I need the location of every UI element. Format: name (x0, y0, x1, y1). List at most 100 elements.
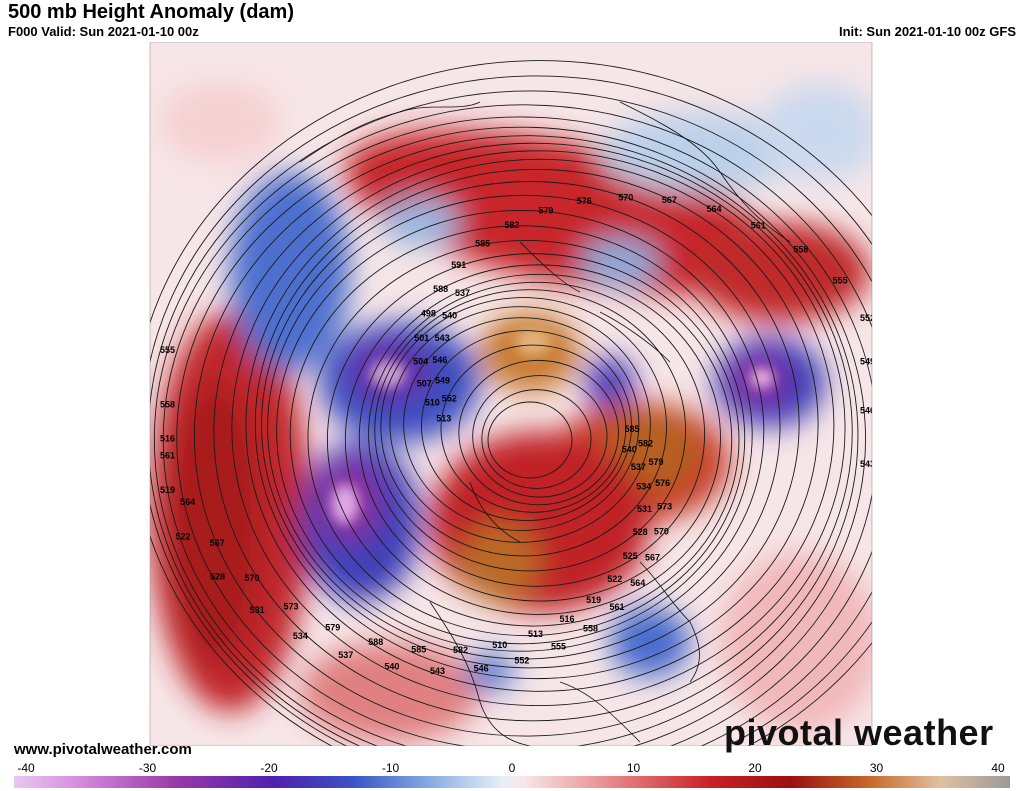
colorbar-tick-label: -20 (260, 761, 278, 775)
contour-label: 546 (860, 406, 875, 416)
height-contour (150, 90, 872, 746)
map-frame (149, 42, 873, 746)
colorbar-tick-label: 40 (991, 761, 1005, 775)
contour-label: 579 (325, 623, 340, 633)
contour-label: 564 (180, 497, 195, 507)
height-contour (487, 401, 573, 479)
contour-label: 582 (638, 439, 653, 449)
colorbar-tick-label: 10 (627, 761, 641, 775)
contour-label: 555 (551, 642, 566, 652)
contour-label: 579 (648, 457, 663, 467)
contour-label: 567 (210, 538, 225, 548)
height-contour (472, 375, 608, 498)
contour-label: 546 (432, 355, 447, 365)
height-contours (150, 60, 872, 746)
height-contour (358, 273, 721, 602)
contour-label: 561 (160, 451, 175, 461)
contour-label: 522 (607, 574, 622, 584)
contour-label: 573 (283, 601, 298, 611)
contour-label: 543 (860, 459, 875, 469)
contour-label: 546 (474, 664, 489, 674)
contour-label: 537 (455, 288, 470, 298)
contour-label: 513 (528, 629, 543, 639)
coastlines (299, 101, 791, 746)
colorbar-tick-label: -30 (139, 761, 157, 775)
contour-label: 591 (451, 260, 466, 270)
map-title: 500 mb Height Anomaly (dam) (8, 1, 294, 23)
contour-label: 543 (435, 333, 450, 343)
contour-label: 573 (657, 502, 672, 512)
contour-label: 531 (250, 605, 265, 615)
height-contour (261, 181, 800, 669)
contour-label: 588 (368, 637, 383, 647)
anomaly-map: 585 582 579 576 573 570 567 564 561 558 555 552 546 5… (0, 42, 1024, 746)
contour-label: 549 (860, 357, 875, 367)
contour-label: 507 (417, 378, 432, 388)
height-contour (481, 389, 592, 489)
height-contour (344, 264, 733, 615)
height-contour (213, 142, 853, 722)
contour-label: 537 (631, 462, 646, 472)
contour-label: 567 (662, 195, 677, 205)
colorbar-tick-label: 30 (870, 761, 884, 775)
contour-label: 510 (492, 640, 507, 650)
contour-label: 513 (436, 414, 451, 424)
height-contour (326, 253, 740, 627)
contour-label: 570 (244, 573, 259, 583)
brand-left: pivotal (724, 712, 844, 753)
contour-label: 582 (504, 220, 519, 230)
colorbar-tick-label: -10 (382, 761, 400, 775)
brand-logo: pivotal weather (724, 712, 994, 754)
height-contour (154, 104, 872, 746)
height-contour (289, 225, 753, 645)
contour-label: 501 (414, 333, 429, 343)
contour-label: 564 (630, 578, 645, 588)
height-contour (176, 126, 866, 746)
contour-label: 570 (654, 527, 669, 537)
contour-label: 534 (636, 482, 651, 492)
contour-label: 585 (411, 644, 426, 654)
contour-label: 552 (514, 655, 529, 665)
contour-label: 579 (538, 206, 553, 216)
height-contour (307, 239, 746, 637)
height-contour (231, 150, 846, 707)
height-contour (374, 289, 687, 572)
contour-label: 504 (413, 357, 428, 367)
height-contour (150, 75, 872, 746)
height-contour (150, 60, 872, 746)
contour-label: 534 (293, 631, 308, 641)
colorbar-tick-label: 20 (748, 761, 762, 775)
contour-label: 519 (586, 595, 601, 605)
contour-label: 540 (622, 445, 637, 455)
contour-label: 552 (860, 313, 875, 323)
init-time: Init: Sun 2021-01-10 00z GFS (838, 24, 1016, 39)
contour-label: 561 (609, 602, 624, 612)
colorbar: -40 -30 -20 -10 0 10 20 30 40 (14, 761, 1010, 788)
website-label: www.pivotalweather.com (14, 741, 192, 758)
height-contour (403, 317, 640, 531)
contour-label: 525 (623, 551, 638, 561)
height-contour (254, 168, 819, 680)
contour-label: 540 (384, 662, 399, 672)
contour-label: 582 (453, 645, 468, 655)
height-contour (421, 330, 632, 522)
header-left: 500 mb Height Anomaly (dam) F000 Valid: … (8, 0, 294, 40)
contour-label: 516 (560, 614, 575, 624)
contour-label: 570 (618, 192, 633, 202)
contour-label: 498 (421, 308, 436, 318)
contour-label: 528 (210, 572, 225, 582)
contour-label: 528 (633, 527, 648, 537)
height-contour (458, 359, 619, 506)
colorbar-tick-label: -40 (17, 761, 35, 775)
contour-label: 516 (160, 434, 175, 444)
contour-label: 537 (338, 650, 353, 660)
height-contour (267, 194, 781, 660)
contour-label: 558 (583, 624, 598, 634)
contour-label: 576 (655, 478, 670, 488)
contour-label: 522 (176, 531, 191, 541)
height-contour (440, 344, 627, 513)
contour-label: 558 (793, 244, 808, 254)
contour-label: 588 (433, 284, 448, 294)
contour-label: 576 (577, 196, 592, 206)
contour-labels: 585 582 579 576 573 570 567 564 561 558 555 552 546 5… (160, 192, 875, 676)
